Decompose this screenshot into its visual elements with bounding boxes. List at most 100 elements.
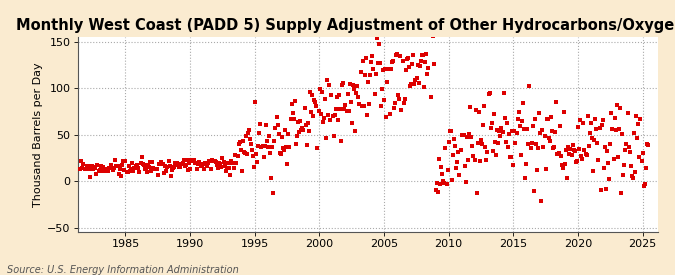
- Point: [549, 144, 560, 149]
- Point: [145, 160, 156, 164]
- Point: [520, 176, 531, 180]
- Point: [558, 110, 569, 114]
- Point: [115, 167, 126, 171]
- Point: [233, 142, 244, 146]
- Point: [554, 123, 565, 128]
- Point: [171, 161, 182, 165]
- Point: [306, 110, 317, 114]
- Point: [201, 161, 212, 166]
- Point: [533, 146, 543, 150]
- Point: [550, 130, 561, 134]
- Point: [460, 180, 471, 184]
- Point: [213, 166, 223, 170]
- Point: [607, 126, 618, 131]
- Point: [218, 160, 229, 164]
- Point: [462, 158, 473, 162]
- Point: [148, 166, 159, 170]
- Point: [350, 129, 360, 134]
- Point: [610, 115, 620, 120]
- Point: [211, 160, 221, 165]
- Point: [133, 166, 144, 170]
- Point: [296, 128, 306, 133]
- Point: [153, 172, 163, 177]
- Point: [309, 98, 320, 102]
- Point: [407, 62, 418, 66]
- Point: [113, 172, 124, 176]
- Point: [354, 102, 365, 106]
- Point: [504, 132, 514, 137]
- Point: [76, 159, 86, 163]
- Point: [225, 159, 236, 163]
- Point: [248, 164, 259, 169]
- Point: [529, 117, 540, 121]
- Point: [167, 168, 178, 172]
- Point: [255, 122, 266, 127]
- Point: [497, 130, 508, 135]
- Point: [256, 145, 267, 149]
- Point: [271, 115, 282, 119]
- Point: [259, 144, 270, 148]
- Point: [129, 166, 140, 171]
- Point: [242, 152, 252, 156]
- Point: [286, 102, 297, 106]
- Point: [518, 127, 529, 131]
- Point: [335, 107, 346, 111]
- Point: [585, 131, 595, 135]
- Point: [93, 168, 104, 173]
- Point: [400, 96, 410, 101]
- Point: [564, 152, 574, 156]
- Point: [373, 42, 384, 46]
- Point: [460, 164, 470, 168]
- Point: [614, 127, 624, 131]
- Point: [632, 136, 643, 141]
- Point: [568, 148, 579, 152]
- Point: [196, 163, 207, 167]
- Point: [121, 170, 132, 174]
- Point: [458, 133, 469, 138]
- Point: [449, 136, 460, 141]
- Point: [301, 143, 312, 147]
- Point: [349, 87, 360, 91]
- Point: [468, 154, 479, 159]
- Point: [558, 166, 568, 170]
- Point: [285, 117, 296, 121]
- Point: [592, 141, 603, 145]
- Point: [147, 160, 158, 164]
- Point: [140, 166, 151, 171]
- Point: [536, 199, 547, 203]
- Point: [585, 121, 596, 125]
- Point: [138, 163, 149, 167]
- Point: [136, 154, 147, 159]
- Point: [216, 165, 227, 170]
- Point: [506, 155, 516, 159]
- Point: [238, 149, 249, 154]
- Point: [450, 144, 460, 148]
- Point: [80, 167, 91, 171]
- Point: [105, 166, 116, 170]
- Point: [162, 165, 173, 170]
- Point: [325, 118, 335, 122]
- Point: [269, 139, 279, 144]
- Point: [471, 191, 482, 196]
- Point: [355, 69, 366, 74]
- Point: [380, 67, 391, 71]
- Point: [283, 132, 294, 136]
- Point: [551, 100, 562, 104]
- Point: [101, 167, 111, 172]
- Point: [579, 148, 590, 152]
- Point: [525, 146, 536, 150]
- Point: [311, 103, 322, 108]
- Point: [378, 68, 389, 72]
- Point: [532, 168, 543, 173]
- Point: [385, 67, 396, 71]
- Point: [252, 160, 263, 164]
- Point: [423, 66, 434, 71]
- Point: [346, 100, 356, 104]
- Point: [484, 91, 495, 95]
- Point: [266, 176, 277, 180]
- Point: [312, 146, 323, 150]
- Point: [88, 166, 99, 171]
- Point: [358, 104, 369, 108]
- Point: [545, 114, 556, 119]
- Text: Source: U.S. Energy Information Administration: Source: U.S. Energy Information Administ…: [7, 265, 238, 275]
